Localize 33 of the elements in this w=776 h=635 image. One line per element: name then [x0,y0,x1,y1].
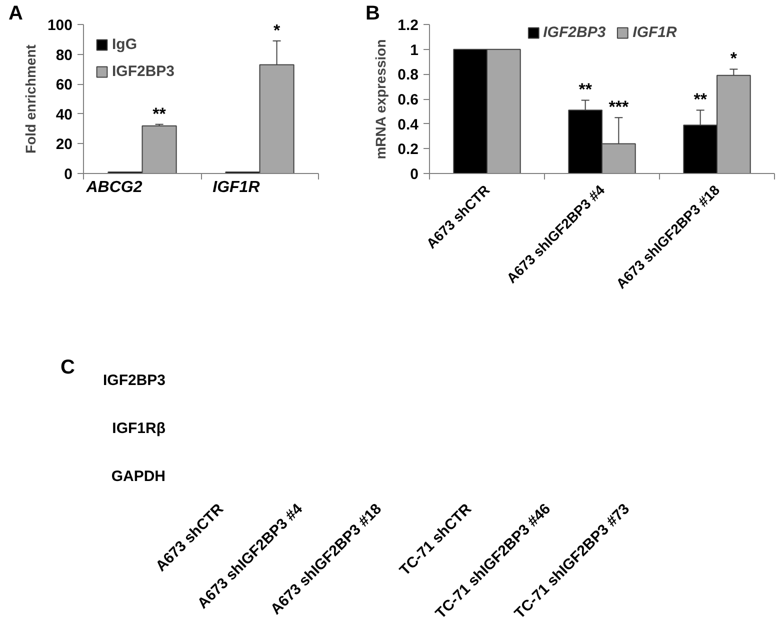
text: C [60,356,75,378]
annotation: * [730,49,738,68]
annotation: *** [608,98,629,117]
y-tick-label: 0 [410,166,418,183]
annotation: ** [694,90,708,110]
y-tick-label: 0.8 [398,66,419,84]
annotation: * [273,20,280,40]
y-axis-title: Fold enrichment [22,44,38,154]
y-tick-label: 20 [56,136,73,154]
legend-label: IGF2BP3 [112,63,175,80]
y-tick-label: 80 [56,46,73,64]
y-tick-label: 100 [47,17,73,34]
y-tick-label: 40 [56,106,73,124]
y-tick-label: 0.4 [398,116,420,134]
chart-title: B [366,2,380,24]
category-label: IGF1Rβ [112,420,166,437]
legend-label: IgG [112,36,137,53]
x-tick-label: IGF1R [212,179,260,196]
category-label: GAPDH [111,468,166,485]
y-axis-title: mRNA expression [372,39,389,160]
category-label: IGF2BP3 [102,372,166,389]
chart-title: A [8,2,23,24]
y-tick-label: 0.6 [398,92,419,108]
y-tick-label: 1.2 [398,17,419,34]
legend-label: IGF2BP3 [543,24,606,41]
y-tick-label: 1 [410,42,418,59]
y-tick-label: 0 [64,166,72,183]
annotation: ** [578,80,592,100]
y-tick-label: 0.2 [398,141,419,158]
x-tick-label: ABCG2 [85,179,142,196]
annotation: ** [152,104,166,124]
legend-label: IGF1R [632,24,677,41]
y-tick-label: 60 [56,76,73,94]
